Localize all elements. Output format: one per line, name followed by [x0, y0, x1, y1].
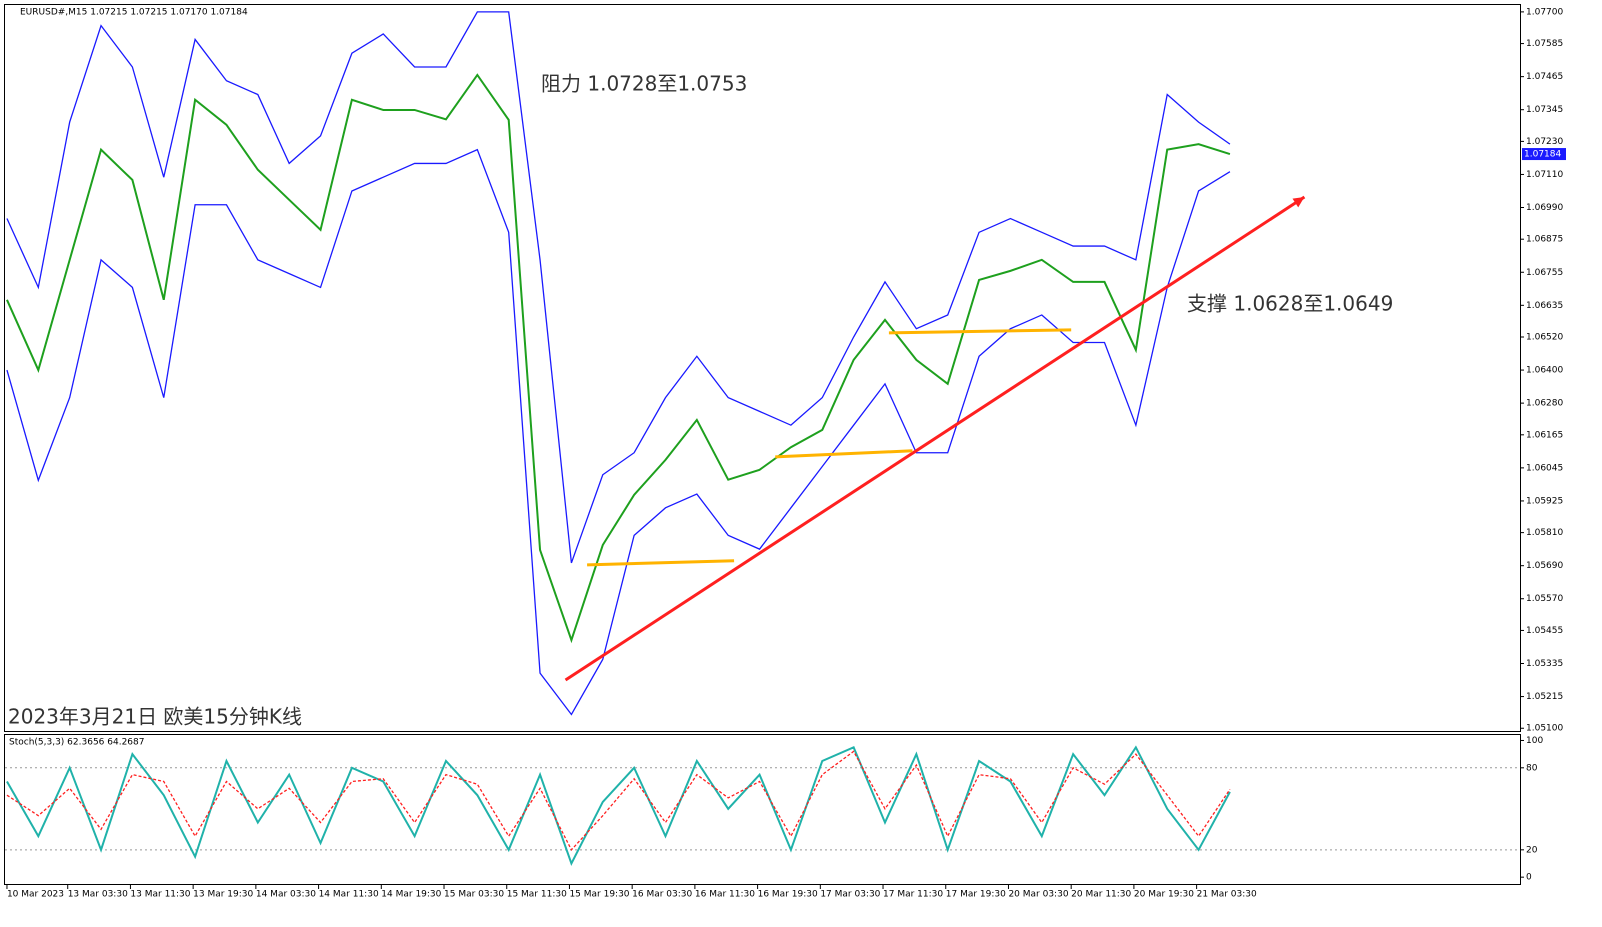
trend-line — [888, 328, 1072, 335]
stoch-label: Stoch(5,3,3) 62.3656 64.2687 — [9, 738, 144, 748]
x-tick-label: 17 Mar 11:30 — [883, 890, 943, 900]
x-tick-label: 20 Mar 03:30 — [1008, 890, 1068, 900]
y-tick-label: 1.06875 — [1526, 235, 1563, 245]
y-tick-label: 1.06045 — [1526, 463, 1563, 473]
y-tick-label: 100 — [1526, 736, 1543, 746]
y-tick-label: 0 — [1526, 873, 1532, 883]
arrow-head — [1292, 197, 1305, 208]
trend-line — [564, 195, 1306, 682]
y-tick-label: 1.05925 — [1526, 496, 1563, 506]
x-tick-label: 13 Mar 19:30 — [193, 890, 253, 900]
annotation: 阻力 1.0728至1.0753 — [541, 72, 747, 96]
y-tick-label: 1.05810 — [1526, 528, 1563, 538]
series-line — [6, 148, 1231, 716]
x-tick-label: 16 Mar 19:30 — [758, 890, 818, 900]
x-tick-label: 14 Mar 11:30 — [319, 890, 379, 900]
x-tick-label: 15 Mar 03:30 — [444, 890, 504, 900]
x-tick-label: 21 Mar 03:30 — [1197, 890, 1257, 900]
y-tick-label: 1.06280 — [1526, 399, 1563, 409]
y-tick-label: 1.07585 — [1526, 39, 1563, 49]
y-tick-label: 1.05335 — [1526, 659, 1563, 669]
x-tick-label: 10 Mar 2023 — [7, 890, 64, 900]
annotation: 2023年3月21日 欧美15分钟K线 — [8, 705, 302, 729]
y-tick-label: 1.06635 — [1526, 301, 1563, 311]
y-tick-label: 20 — [1526, 845, 1538, 855]
x-tick-label: 14 Mar 19:30 — [381, 890, 441, 900]
x-tick-label: 20 Mar 11:30 — [1071, 890, 1131, 900]
y-tick-label: 1.07345 — [1526, 105, 1563, 115]
y-tick-label: 1.07465 — [1526, 72, 1563, 82]
y-tick-label: 80 — [1526, 763, 1538, 773]
x-tick-label: 13 Mar 03:30 — [68, 890, 128, 900]
x-tick-label: 17 Mar 03:30 — [820, 890, 880, 900]
y-tick-label: 1.05100 — [1526, 724, 1563, 734]
y-tick-label: 1.06990 — [1526, 203, 1563, 213]
y-tick-label: 1.07230 — [1526, 137, 1563, 147]
main-frame — [4, 4, 1521, 732]
y-tick-label: 1.05215 — [1526, 692, 1563, 702]
annotation: 支撑 1.0628至1.0649 — [1187, 292, 1393, 316]
x-tick-label: 20 Mar 19:30 — [1134, 890, 1194, 900]
y-tick-label: 1.05455 — [1526, 626, 1563, 636]
series-line — [6, 73, 1231, 644]
trend-line — [587, 559, 735, 567]
series-line — [6, 11, 1231, 564]
y-tick-label: 1.06520 — [1526, 333, 1563, 343]
y-tick-label: 1.06755 — [1526, 268, 1563, 278]
y-tick-label: 1.06165 — [1526, 430, 1563, 440]
y-tick-label: 1.07110 — [1526, 170, 1563, 180]
trend-line — [775, 449, 913, 459]
x-tick-label: 15 Mar 19:30 — [569, 890, 629, 900]
y-tick-label: 1.05570 — [1526, 594, 1563, 604]
y-tick-label: 1.05690 — [1526, 561, 1563, 571]
y-tick-label: 1.06400 — [1526, 366, 1563, 376]
series-line — [6, 745, 1231, 867]
x-tick-label: 16 Mar 11:30 — [695, 890, 755, 900]
header: EURUSD#,M15 1.07215 1.07215 1.07170 1.07… — [20, 8, 248, 18]
x-tick-label: 15 Mar 11:30 — [507, 890, 567, 900]
series-line — [6, 750, 1231, 851]
x-tick-label: 16 Mar 03:30 — [632, 890, 692, 900]
y-tick-label: 1.07700 — [1526, 7, 1563, 17]
x-tick-label: 14 Mar 03:30 — [256, 890, 316, 900]
price-label: 1.07184 — [1524, 150, 1561, 160]
x-tick-label: 17 Mar 19:30 — [946, 890, 1006, 900]
stoch-frame — [4, 734, 1521, 885]
x-tick-label: 13 Mar 11:30 — [130, 890, 190, 900]
price-marker — [1522, 148, 1566, 161]
